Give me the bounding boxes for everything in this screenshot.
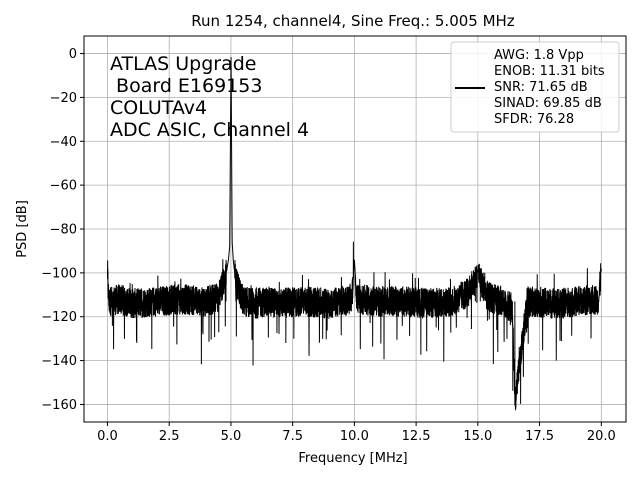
annotation-line: COLUTAv4: [110, 97, 207, 119]
y-tick-label: −120: [41, 310, 77, 325]
y-axis-ticks: 0 −20 −40 −60 −80 −100 −120 −140 −160: [41, 47, 84, 413]
psd-series-line: [106, 57, 602, 411]
x-axis-label: Frequency [MHz]: [298, 451, 407, 466]
y-tick-label: −160: [41, 398, 77, 413]
y-tick-label: −20: [50, 91, 77, 106]
chart-title: Run 1254, channel4, Sine Freq.: 5.005 MH…: [191, 12, 515, 30]
x-tick-label: 7.5: [282, 429, 303, 444]
legend: AWG: 1.8 Vpp ENOB: 11.31 bits SNR: 71.65…: [450, 41, 620, 133]
x-tick-label: 12.5: [402, 429, 431, 444]
x-tick-label: 20.0: [587, 429, 616, 444]
x-tick-label: 17.5: [525, 429, 554, 444]
legend-line: SINAD: 69.85 dB: [494, 96, 602, 111]
legend-line: SFDR: 76.28: [494, 112, 574, 127]
y-tick-label: −80: [50, 223, 77, 238]
x-tick-label: 15.0: [463, 429, 492, 444]
y-tick-label: −60: [50, 179, 77, 194]
x-tick-label: 0.0: [97, 429, 118, 444]
psd-trace: [106, 57, 602, 411]
x-tick-label: 10.0: [340, 429, 369, 444]
x-tick-label: 2.5: [159, 429, 180, 444]
y-tick-label: −100: [41, 266, 77, 281]
y-axis-label: PSD [dB]: [15, 200, 30, 258]
legend-line: SNR: 71.65 dB: [494, 80, 588, 95]
y-tick-label: −40: [50, 135, 77, 150]
y-tick-label: −140: [41, 354, 77, 369]
legend-line: AWG: 1.8 Vpp: [494, 48, 584, 63]
y-tick-label: 0: [69, 47, 77, 62]
annotation-line: Board E169153: [110, 75, 262, 97]
x-axis-ticks: 0.0 2.5 5.0 7.5 10.0 12.5 15.0 17.5 20.0: [97, 422, 616, 444]
legend-line: ENOB: 11.31 bits: [494, 64, 605, 79]
annotation-block: ATLAS Upgrade Board E169153 COLUTAv4 ADC…: [110, 53, 309, 141]
legend-box: [450, 41, 620, 133]
annotation-line: ATLAS Upgrade: [110, 53, 256, 75]
x-tick-label: 5.0: [221, 429, 242, 444]
annotation-line: ADC ASIC, Channel 4: [110, 119, 309, 141]
plot-frame: [83, 35, 627, 423]
